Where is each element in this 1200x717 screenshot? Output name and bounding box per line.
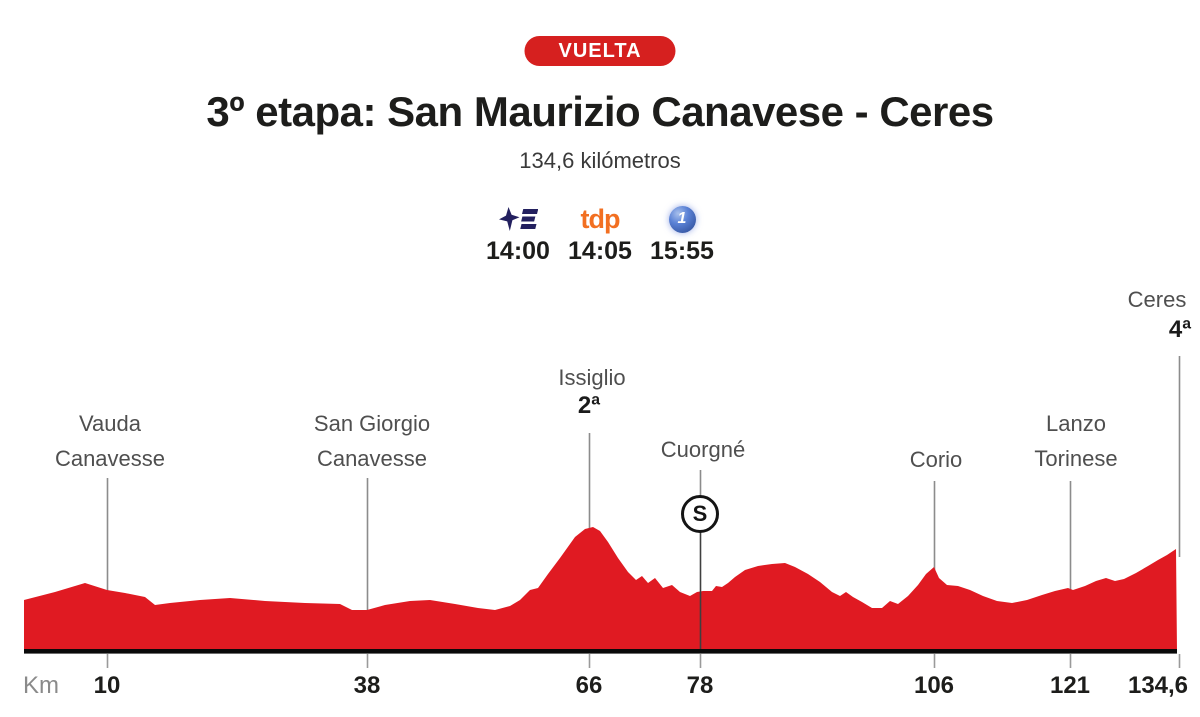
race-badge: VUELTA	[524, 36, 676, 66]
broadcast-time: 14:00	[486, 237, 550, 265]
axis-tick-134-6: 134,6	[1127, 672, 1189, 699]
waypoint-label-issiglio: Issiglio	[558, 365, 626, 390]
waypoint-label-corio: Corio	[909, 447, 963, 472]
axis-tick-10: 10	[93, 672, 121, 699]
eurosport-icon	[498, 205, 538, 233]
waypoint-label-ceres: Ceres	[1127, 287, 1187, 312]
baseline	[24, 649, 1177, 654]
waypoint-label-cuorgne: Cuorgné	[660, 437, 746, 462]
axis-tick-66: 66	[575, 672, 603, 699]
waypoint-label-vauda: Vauda Canavesse	[54, 411, 166, 471]
broadcast-slot-eurosport1: 1 15:55	[643, 205, 721, 266]
climb-category-ceres: 4ª	[1168, 316, 1192, 343]
waypoint-label-san-giorgio: San Giorgio Canavesse	[313, 411, 431, 471]
climb-category-issiglio: 2ª	[577, 392, 601, 419]
broadcast-time: 15:55	[650, 237, 714, 265]
broadcast-time: 14:05	[568, 237, 632, 265]
stage-distance: 134,6 kilómetros	[519, 148, 681, 173]
teledeporte-icon: tdp	[580, 204, 621, 234]
broadcast-schedule: 14:00 tdp 14:05 1 15:55	[479, 205, 721, 266]
axis-tick-78: 78	[686, 672, 714, 699]
eurosport1-icon: 1	[668, 205, 696, 233]
elevation-profile	[24, 527, 1177, 652]
waypoint-label-lanzo: Lanzo Torinese	[1034, 411, 1118, 471]
axis-tick-121: 121	[1049, 672, 1091, 699]
broadcast-slot-tdp: tdp 14:05	[561, 205, 639, 266]
axis-tick-38: 38	[353, 672, 381, 699]
sprint-marker: S	[681, 495, 719, 533]
broadcast-slot-eurosport: 14:00	[479, 205, 557, 266]
axis-tick-106: 106	[913, 672, 955, 699]
stage-title: 3º etapa: San Maurizio Canavese - Ceres	[206, 88, 994, 135]
axis-unit-label: Km	[23, 672, 59, 699]
